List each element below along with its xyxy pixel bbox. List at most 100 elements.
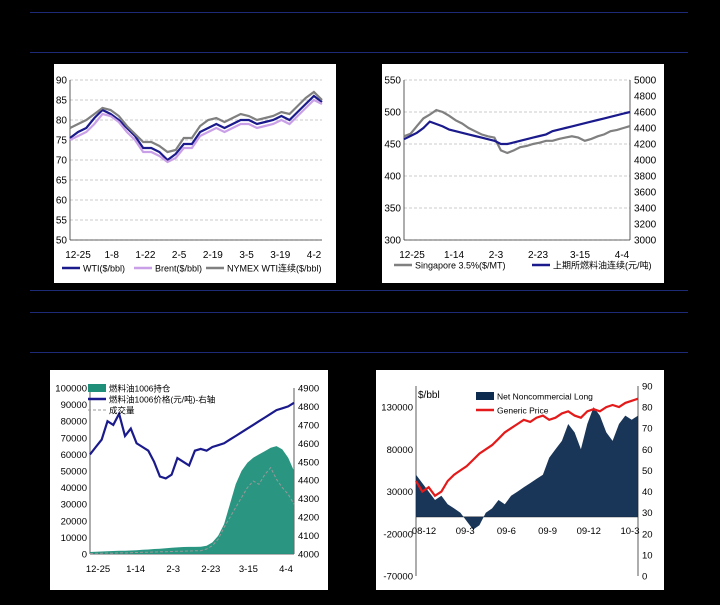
y2-tick-label: 5000 bbox=[634, 76, 657, 87]
y2-tick-label: 60 bbox=[642, 445, 653, 456]
y2-tick-label: 4200 bbox=[298, 513, 319, 524]
series-line-1 bbox=[415, 397, 639, 498]
series-line-1 bbox=[403, 110, 631, 146]
y2-tick-label: 3000 bbox=[634, 236, 657, 247]
y2-tick-label: 80 bbox=[642, 403, 653, 414]
y-tick-label: 130000 bbox=[381, 403, 413, 414]
x-tick-label: 2-5 bbox=[172, 250, 187, 261]
x-tick-label: 1-14 bbox=[126, 564, 145, 575]
crude-oil-svg: 50 55 60 65 70 75 80 85 90 12-25 1-8 1-22 2-5 2-19 3-5… bbox=[56, 76, 323, 274]
y2-tick-label: 30 bbox=[642, 508, 653, 519]
x-tick-label: 09-6 bbox=[497, 526, 516, 537]
y2-tick-label: 4000 bbox=[634, 156, 657, 167]
rule-top-2 bbox=[30, 52, 688, 53]
y-tick-label: 80000 bbox=[61, 417, 87, 428]
x-tick-label: 08-12 bbox=[412, 526, 436, 537]
x-tick-label: 3-15 bbox=[570, 250, 590, 261]
chart-net-noncommercial: -70000 -20000 30000 80000 130000 0 10 20 30 40 50 6… bbox=[376, 370, 664, 590]
legend-label: WTI($/bbl) bbox=[83, 264, 125, 274]
y-tick-label: 450 bbox=[384, 140, 401, 151]
y-tick-label: 90000 bbox=[61, 400, 87, 411]
x-tick-label: 2-19 bbox=[203, 250, 223, 261]
x-tick-label: 1-22 bbox=[135, 250, 155, 261]
y-tick-label: 70000 bbox=[61, 433, 87, 444]
y-tick-label: 80000 bbox=[387, 445, 413, 456]
y2-tick-label: 4900 bbox=[298, 384, 319, 395]
y2-tick-label: 40 bbox=[642, 487, 653, 498]
legend-label: 燃料油1006持仓 bbox=[109, 384, 171, 394]
y2-tick-label: 4600 bbox=[298, 439, 319, 450]
y2-tick-label: 50 bbox=[642, 466, 653, 477]
y-tick-label: 55 bbox=[56, 216, 68, 227]
y-tick-label: 50 bbox=[56, 236, 68, 247]
legend-label: NYMEX WTI连续($/bbl) bbox=[227, 263, 322, 274]
x-tick-label: 12-25 bbox=[399, 250, 425, 261]
y-tick-label: -20000 bbox=[383, 529, 413, 540]
y-tick-label: 500 bbox=[384, 108, 401, 119]
x-tick-label: 09-3 bbox=[456, 526, 475, 537]
y-tick-label: 60000 bbox=[61, 450, 87, 461]
y-tick-label: 550 bbox=[384, 76, 401, 87]
series-area-0 bbox=[90, 446, 294, 554]
legend-label: 上期所燃料油连续(元/吨) bbox=[553, 260, 652, 271]
x-tick-label: 4-4 bbox=[615, 250, 630, 261]
y-tick-label: 300 bbox=[384, 236, 401, 247]
y-tick-label: -70000 bbox=[383, 572, 413, 583]
series-line-1 bbox=[89, 401, 295, 480]
y2-tick-label: 4400 bbox=[634, 124, 657, 135]
y-tick-label: 30000 bbox=[61, 500, 87, 511]
y2-tick-label: 4400 bbox=[298, 476, 319, 487]
legend-label: Net Noncommercial Long bbox=[497, 392, 593, 402]
legend-label: 燃料油1006价格(元/吨)-右轴 bbox=[109, 395, 215, 405]
y2-tick-label: 4000 bbox=[298, 550, 319, 561]
y-tick-label: 60 bbox=[56, 196, 68, 207]
y-tick-label: 100000 bbox=[55, 384, 87, 395]
y-tick-label: 350 bbox=[384, 204, 401, 215]
series-line-2 bbox=[69, 90, 323, 154]
y-tick-label: 400 bbox=[384, 172, 401, 183]
y-tick-label: 80 bbox=[56, 116, 68, 127]
fuel-oil-1006-svg: 0 10000 20000 30000 40000 50000 60000 70000 8000… bbox=[55, 384, 319, 576]
x-tick-label: 12-25 bbox=[86, 564, 110, 575]
legend-label: 成交量 bbox=[109, 406, 135, 416]
y2-tick-label: 3600 bbox=[634, 188, 657, 199]
series-line-2 bbox=[89, 466, 295, 554]
x-tick-label: 3-5 bbox=[239, 250, 254, 261]
y2-tick-label: 90 bbox=[642, 382, 653, 393]
y-tick-label: 90 bbox=[56, 76, 68, 87]
x-tick-label: 2-3 bbox=[166, 564, 180, 575]
x-tick-label: 3-19 bbox=[270, 250, 290, 261]
legend-label: Brent($/bbl) bbox=[155, 264, 202, 274]
y-tick-label: 75 bbox=[56, 136, 68, 147]
x-tick-label: 09-9 bbox=[538, 526, 557, 537]
y2-tick-label: 10 bbox=[642, 550, 653, 561]
x-tick-label: 2-3 bbox=[489, 250, 504, 261]
y-tick-label: 0 bbox=[82, 550, 87, 561]
chart-fuel-oil-prices: 300 350 400 450 500 550 3000 3200 3400 3600 3800 40… bbox=[382, 64, 664, 283]
y2-tick-label: 0 bbox=[642, 572, 647, 583]
y-tick-label: 85 bbox=[56, 96, 68, 107]
x-tick-label: 09-12 bbox=[577, 526, 601, 537]
x-tick-label: 4-2 bbox=[307, 250, 322, 261]
y2-tick-label: 4600 bbox=[634, 108, 657, 119]
y2-tick-label: 4800 bbox=[634, 92, 657, 103]
y2-tick-label: 70 bbox=[642, 424, 653, 435]
x-tick-label: 3-15 bbox=[239, 564, 258, 575]
y-tick-label: 50000 bbox=[61, 467, 87, 478]
legend-label: Singapore 3.5%($/MT) bbox=[415, 261, 506, 271]
y2-tick-label: 4500 bbox=[298, 457, 319, 468]
y2-tick-label: 4800 bbox=[298, 402, 319, 413]
y-tick-label: 30000 bbox=[387, 487, 413, 498]
legend-swatch bbox=[88, 384, 106, 392]
series-line-1 bbox=[69, 98, 323, 164]
y-tick-label: 70 bbox=[56, 156, 68, 167]
x-tick-label: 4-4 bbox=[279, 564, 293, 575]
x-tick-label: 1-8 bbox=[104, 250, 119, 261]
legend-label: Generic Price bbox=[497, 406, 549, 416]
x-tick-label: 1-14 bbox=[444, 250, 464, 261]
y2-tick-label: 4300 bbox=[298, 494, 319, 505]
rule-mid-3 bbox=[30, 352, 688, 353]
x-tick-label: 12-25 bbox=[65, 250, 91, 261]
y2-tick-label: 4100 bbox=[298, 531, 319, 542]
y-tick-label: 65 bbox=[56, 176, 68, 187]
